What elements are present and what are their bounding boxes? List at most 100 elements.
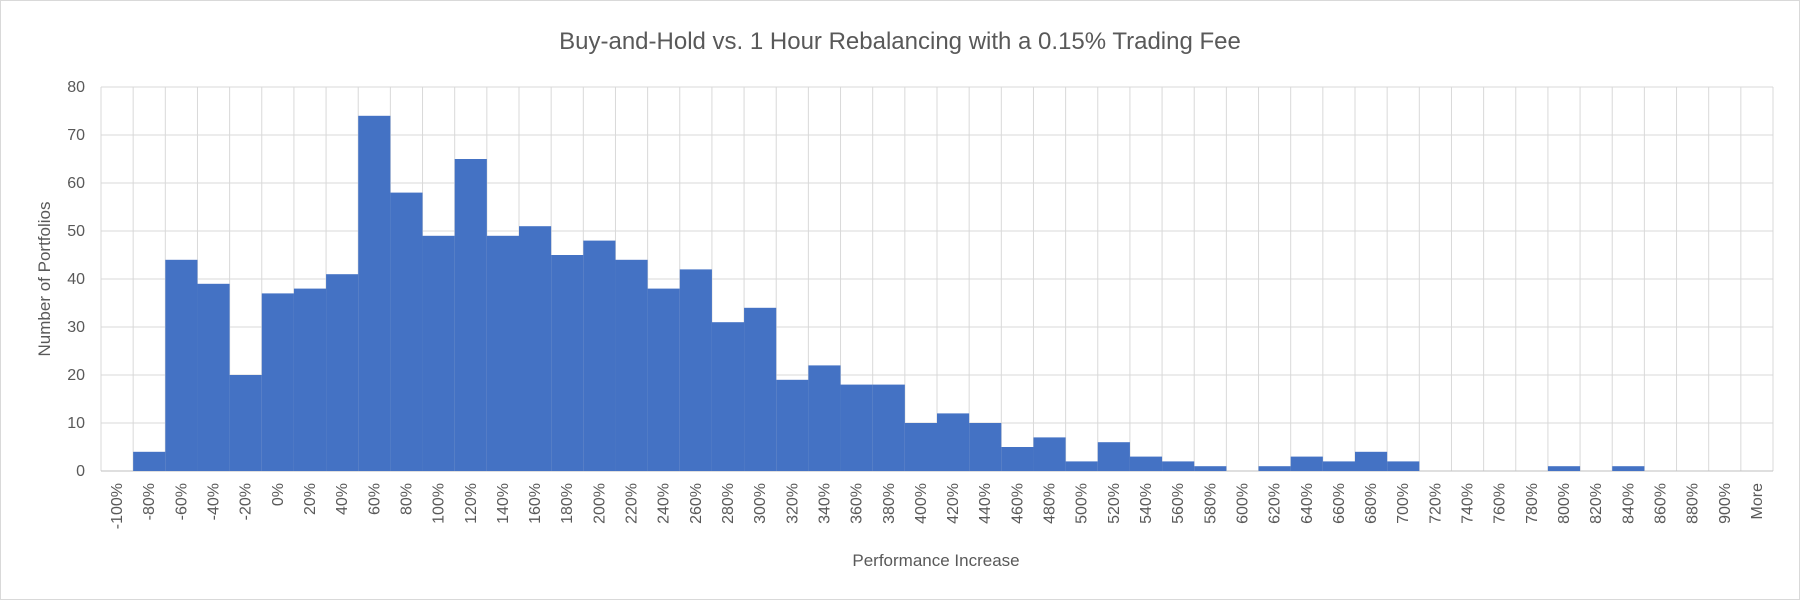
x-tick-label: 300%	[752, 483, 769, 524]
x-tick-label: 620%	[1267, 483, 1284, 524]
x-tick-label: 720%	[1427, 483, 1444, 524]
x-tick-label: -40%	[206, 483, 223, 520]
x-tick-label: 360%	[849, 483, 866, 524]
x-tick-label: 760%	[1492, 483, 1509, 524]
x-tick-label: 800%	[1556, 483, 1573, 524]
y-tick-label: 30	[67, 319, 85, 336]
x-tick-label: 0%	[270, 483, 287, 506]
bar	[969, 423, 1002, 471]
bar	[647, 288, 680, 471]
x-tick-label: 840%	[1620, 483, 1637, 524]
bar	[165, 259, 198, 471]
bar	[358, 115, 391, 472]
y-tick-label: 20	[67, 367, 85, 384]
x-tick-labels: -100% -80% -60% -40% -20% 0% 20% 40% 60% 80% 100% 1…	[109, 483, 1766, 529]
x-tick-label: 780%	[1524, 483, 1541, 524]
bar	[1001, 447, 1034, 471]
bar	[197, 283, 230, 471]
y-tick-label: 60	[67, 175, 85, 192]
x-tick-label: 460%	[1009, 483, 1026, 524]
bar	[776, 379, 809, 471]
x-tick-label: 740%	[1460, 483, 1477, 524]
x-tick-label: 20%	[302, 483, 319, 515]
x-tick-label: 560%	[1170, 483, 1187, 524]
bar	[1387, 461, 1420, 471]
bar	[615, 259, 648, 471]
bar	[872, 384, 905, 471]
y-tick-label: 10	[67, 415, 85, 432]
x-tick-label: 180%	[559, 483, 576, 524]
y-tick-label: 70	[67, 127, 85, 144]
bar	[326, 274, 359, 471]
bar	[1033, 437, 1066, 471]
bar	[904, 423, 937, 471]
bar	[1194, 466, 1227, 471]
x-tick-label: 480%	[1042, 483, 1059, 524]
bar	[1258, 466, 1291, 471]
x-tick-label: 520%	[1106, 483, 1123, 524]
y-tick-label: 0	[76, 463, 85, 480]
bar	[229, 375, 262, 471]
bar	[808, 365, 841, 471]
bar	[1547, 466, 1581, 471]
x-tick-label: 600%	[1234, 483, 1251, 524]
x-tick-label: 860%	[1652, 483, 1669, 524]
x-tick-label: 200%	[591, 483, 608, 524]
bar	[1322, 461, 1355, 471]
x-tick-label: 280%	[720, 483, 737, 524]
x-axis-title: Performance Increase	[852, 551, 1019, 570]
x-tick-label: 60%	[366, 483, 383, 515]
bar	[711, 322, 745, 471]
bar	[133, 451, 166, 471]
x-tick-label: 440%	[977, 483, 994, 524]
bar	[390, 192, 423, 471]
x-tick-label: 660%	[1331, 483, 1348, 524]
bar	[1162, 461, 1195, 471]
bar	[679, 269, 712, 471]
bar	[1612, 466, 1645, 471]
x-tick-label: 820%	[1588, 483, 1605, 524]
x-tick-label: 640%	[1299, 483, 1316, 524]
x-tick-label: 140%	[495, 483, 512, 524]
x-tick-label: 80%	[398, 483, 415, 515]
x-tick-label: 380%	[881, 483, 898, 524]
x-tick-label: 320%	[784, 483, 801, 524]
bar	[261, 293, 294, 471]
bar	[937, 413, 970, 471]
bar	[519, 226, 552, 471]
bar	[1065, 461, 1098, 471]
y-axis-title: Number of Portfolios	[35, 202, 54, 357]
x-tick-label: 340%	[816, 483, 833, 524]
bar	[551, 255, 584, 471]
chart-title: Buy-and-Hold vs. 1 Hour Rebalancing with…	[559, 28, 1241, 55]
x-tick-label: 580%	[1202, 483, 1219, 524]
x-tick-label: 540%	[1138, 483, 1155, 524]
x-tick-label: 120%	[463, 483, 480, 524]
x-tick-label: -20%	[238, 483, 255, 520]
bar	[583, 240, 616, 471]
bar	[840, 384, 873, 471]
x-tick-label: 700%	[1395, 483, 1412, 524]
x-tick-label: 40%	[334, 483, 351, 515]
x-tick-label: 240%	[656, 483, 673, 524]
x-tick-label: 680%	[1363, 483, 1380, 524]
x-tick-label: 220%	[624, 483, 641, 524]
x-tick-label: 900%	[1717, 483, 1734, 524]
x-tick-label: 500%	[1074, 483, 1091, 524]
x-tick-label: -100%	[109, 483, 126, 529]
bar	[744, 307, 777, 471]
bar	[1290, 456, 1323, 471]
y-tick-label: 40	[67, 271, 85, 288]
y-tick-label: 80	[67, 79, 85, 96]
x-tick-label: 880%	[1685, 483, 1702, 524]
x-tick-label: 420%	[945, 483, 962, 524]
bars	[133, 115, 1645, 472]
x-tick-label: 160%	[527, 483, 544, 524]
bar	[293, 288, 327, 471]
bar	[1355, 451, 1388, 471]
bar	[454, 159, 487, 471]
bar	[1129, 456, 1163, 471]
x-tick-label: 100%	[431, 483, 448, 524]
